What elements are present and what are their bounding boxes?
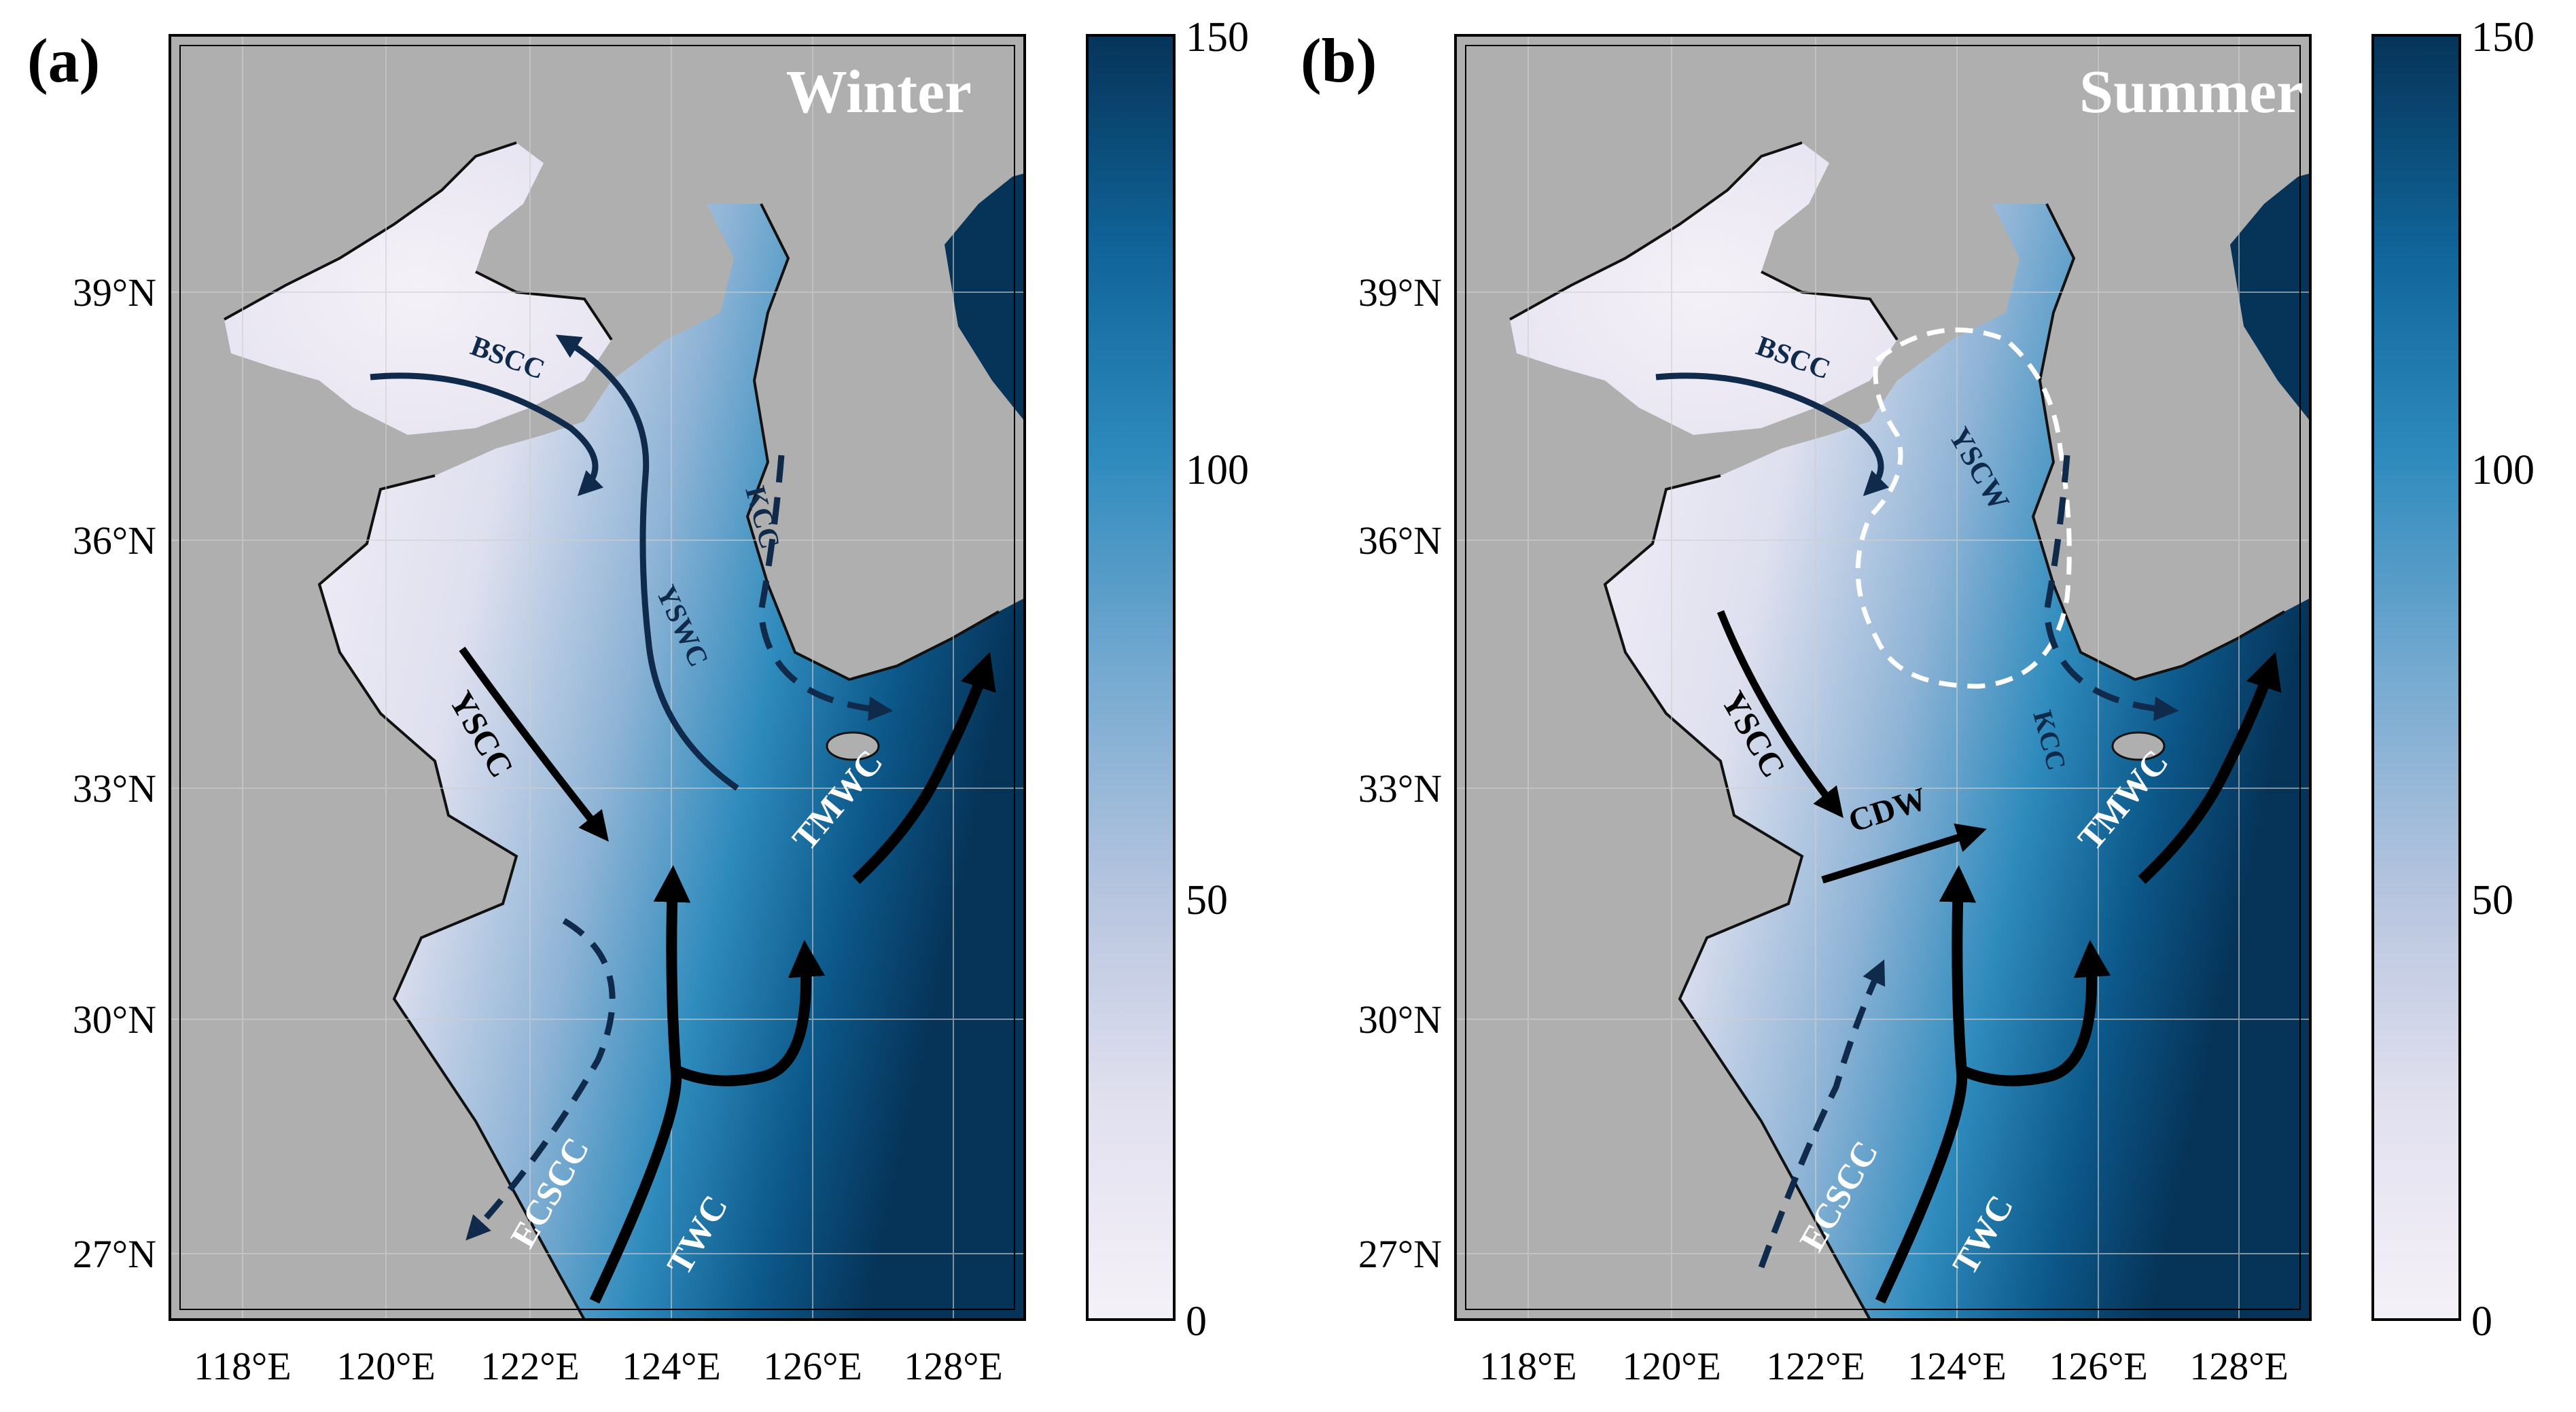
season-label: Summer — [2079, 58, 2304, 126]
colorbar-gradient — [1086, 34, 1176, 1321]
jeju-island — [826, 731, 880, 761]
colorbar-gradient — [2371, 34, 2461, 1321]
coastline — [224, 141, 1000, 1320]
jeju-island — [2111, 731, 2166, 761]
colorbar-tick: 100 — [1186, 447, 1249, 493]
map-frame — [169, 34, 1026, 1321]
current-kcc — [758, 455, 894, 722]
current-twc-branch — [1959, 940, 2111, 1087]
colorbar-tick: 150 — [2471, 14, 2535, 60]
lat-tick: 27°N — [73, 1232, 156, 1276]
current-yscc — [459, 646, 609, 842]
japan-sea-patch — [945, 173, 1025, 421]
panel-label: (b) — [1301, 26, 1377, 95]
colorbar-tick: 0 — [1186, 1299, 1207, 1345]
lon-tick: 128°E — [904, 1344, 1003, 1388]
panel-summer: (b) BSCC — [1301, 14, 2535, 1388]
lat-tick: 39°N — [1358, 270, 1442, 315]
bohai-sea — [1510, 143, 1897, 435]
lat-tick: 27°N — [1358, 1232, 1442, 1276]
current-bscc — [1655, 372, 1889, 497]
lon-tick: 122°E — [1766, 1344, 1865, 1388]
map-frame-inner — [1465, 45, 2301, 1310]
lon-tick: 118°E — [1479, 1344, 1576, 1388]
bohai-sea — [224, 143, 612, 435]
colorbar: 150 100 50 0 — [1086, 14, 1249, 1345]
panel-winter: (a) — [27, 14, 1249, 1388]
current-kcc — [2043, 455, 2179, 722]
lat-tick: 30°N — [73, 998, 156, 1042]
current-ecscc — [465, 918, 616, 1241]
lon-tick: 122°E — [480, 1344, 580, 1388]
current-yscc — [1716, 610, 1843, 818]
lon-tick: 126°E — [763, 1344, 862, 1388]
lon-tick: 120°E — [336, 1344, 436, 1388]
map-frame — [1454, 34, 2312, 1321]
lon-tick: 128°E — [2189, 1344, 2289, 1388]
coastline — [1509, 141, 2285, 1320]
map-frame-inner — [179, 45, 1015, 1310]
current-twc-branch — [673, 940, 826, 1087]
lat-axis: 39°N 36°N 33°N 30°N 27°N — [1358, 270, 1442, 1276]
colorbar-ticks: 150 100 50 0 — [2471, 14, 2535, 1345]
lon-tick: 124°E — [1907, 1344, 2007, 1388]
lon-tick: 118°E — [194, 1344, 291, 1388]
colorbar-tick: 100 — [2471, 447, 2535, 493]
lon-tick: 126°E — [2049, 1344, 2148, 1388]
season-label: Winter — [786, 58, 972, 126]
lon-axis: 118°E 120°E 122°E 124°E 126°E 128°E — [194, 1344, 1003, 1388]
lon-axis: 118°E 120°E 122°E 124°E 126°E 128°E — [1479, 1344, 2289, 1388]
colorbar: 150 100 50 0 — [2371, 14, 2535, 1345]
lat-tick: 39°N — [73, 270, 156, 315]
lon-tick: 120°E — [1622, 1344, 1721, 1388]
current-bscc — [370, 372, 603, 497]
lat-tick: 33°N — [1358, 766, 1442, 811]
current-yswc — [555, 334, 739, 791]
lat-tick: 36°N — [1358, 518, 1442, 563]
colorbar-tick: 150 — [1186, 14, 1249, 60]
current-tmwc — [2138, 652, 2282, 884]
colorbar-tick: 50 — [1186, 877, 1228, 923]
colorbar-tick: 0 — [2471, 1299, 2492, 1345]
panel-label: (a) — [27, 26, 100, 95]
lat-tick: 30°N — [1358, 998, 1442, 1042]
graticule — [170, 35, 1025, 1320]
yscw-boundary — [1855, 328, 2072, 689]
lat-tick: 36°N — [73, 518, 156, 563]
current-cdw — [1821, 823, 1987, 884]
lat-tick: 33°N — [73, 766, 156, 811]
current-ecscc — [1758, 959, 1886, 1269]
colorbar-ticks: 150 100 50 0 — [1186, 14, 1249, 1345]
lat-axis: 39°N 36°N 33°N 30°N 27°N — [73, 270, 156, 1276]
lon-tick: 124°E — [622, 1344, 721, 1388]
japan-sea-patch — [2230, 173, 2310, 421]
colorbar-tick: 50 — [2471, 877, 2513, 923]
current-tmwc — [852, 652, 996, 884]
